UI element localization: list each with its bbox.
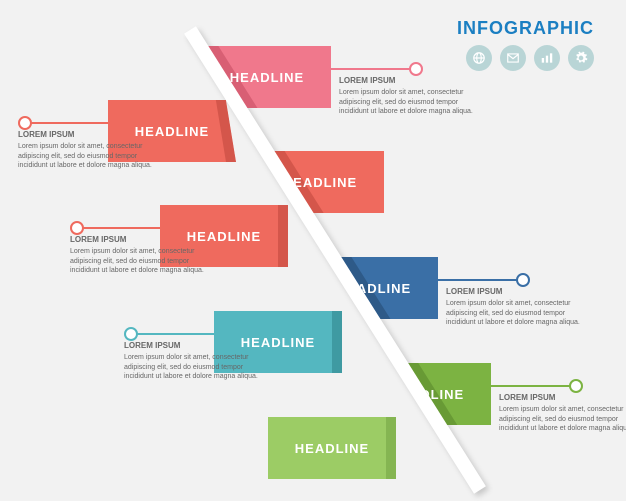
callout-line — [28, 122, 108, 124]
callout-text: LOREM IPSUM Lorem ipsum dolor sit amet, c… — [70, 235, 210, 276]
callout-line — [438, 279, 518, 281]
callout-body: Lorem ipsum dolor sit amet, consectetur … — [70, 248, 204, 274]
timeline-slab-6: HEADLINE — [363, 363, 491, 425]
callout-dot — [569, 379, 583, 393]
timeline-slab-7: HEADLINE — [268, 417, 396, 479]
slab-label: HEADLINE — [390, 387, 464, 402]
callout-title: LOREM IPSUM — [124, 341, 264, 352]
callout-title: LOREM IPSUM — [446, 287, 586, 298]
callout-text: LOREM IPSUM Lorem ipsum dolor sit amet, c… — [339, 76, 479, 117]
callout-line — [491, 385, 571, 387]
globe-icon — [466, 45, 492, 71]
header: INFOGRAPHIC — [457, 18, 594, 71]
callout-dot — [516, 273, 530, 287]
callout-title: LOREM IPSUM — [18, 130, 158, 141]
callout-line — [331, 68, 411, 70]
callout-title: LOREM IPSUM — [499, 393, 626, 404]
callout-body: Lorem ipsum dolor sit amet, consectetur … — [18, 143, 152, 169]
infographic-stage: INFOGRAPHIC HEADLINE HEADLINE HEADLINE HEADL… — [0, 0, 626, 501]
callout-title: LOREM IPSUM — [339, 76, 479, 87]
slab-label: HEADLINE — [283, 175, 357, 190]
callout-text: LOREM IPSUM Lorem ipsum dolor sit amet, c… — [446, 287, 586, 328]
header-icons — [457, 45, 594, 71]
callout-body: Lorem ipsum dolor sit amet, consectetur … — [499, 406, 626, 432]
gear-icon — [568, 45, 594, 71]
callout-text: LOREM IPSUM Lorem ipsum dolor sit amet, c… — [124, 341, 264, 382]
callout-body: Lorem ipsum dolor sit amet, consectetur … — [446, 300, 580, 326]
slab-label: HEADLINE — [337, 281, 411, 296]
timeline-slab-2: HEADLINE — [256, 151, 384, 213]
callout-dot — [409, 62, 423, 76]
slab-label: HEADLINE — [230, 70, 304, 85]
callout-body: Lorem ipsum dolor sit amet, consectetur … — [124, 354, 258, 380]
callout-dot — [18, 116, 32, 130]
timeline-slab-0: HEADLINE — [203, 46, 331, 108]
bars-icon — [534, 45, 560, 71]
callout-body: Lorem ipsum dolor sit amet, consectetur … — [339, 89, 473, 115]
callout-dot — [124, 327, 138, 341]
callout-dot — [70, 221, 84, 235]
timeline-slab-4: HEADLINE — [310, 257, 438, 319]
slab-label: HEADLINE — [295, 441, 369, 456]
header-title: INFOGRAPHIC — [457, 18, 594, 39]
mail-icon — [500, 45, 526, 71]
callout-line — [134, 333, 214, 335]
callout-text: LOREM IPSUM Lorem ipsum dolor sit amet, c… — [499, 393, 626, 434]
callout-title: LOREM IPSUM — [70, 235, 210, 246]
callout-line — [80, 227, 160, 229]
callout-text: LOREM IPSUM Lorem ipsum dolor sit amet, c… — [18, 130, 158, 171]
